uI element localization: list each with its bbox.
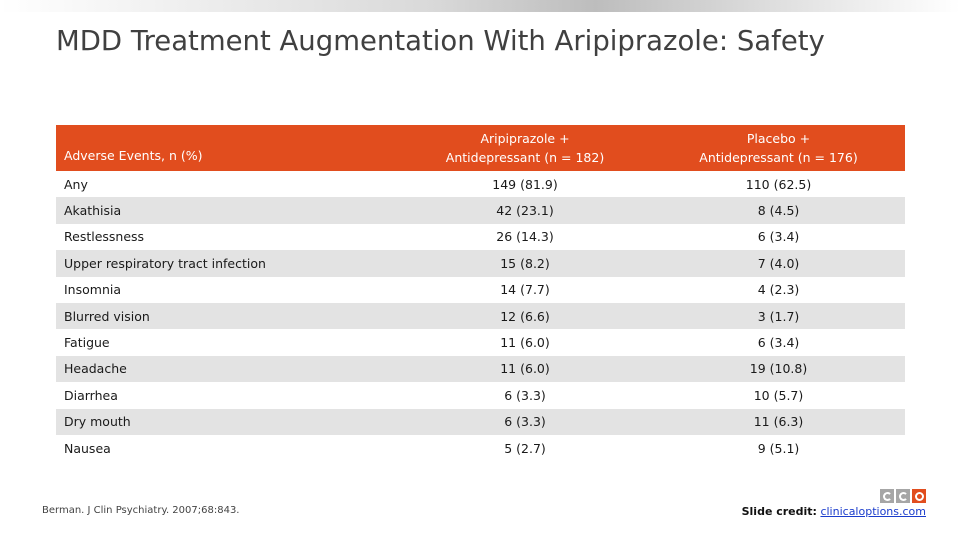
cell-placebo: 9 (5.1) bbox=[652, 434, 905, 462]
logo-c-icon bbox=[880, 489, 894, 503]
slide-credit: Slide credit: clinicaloptions.com bbox=[742, 505, 926, 518]
cell-event: Any bbox=[56, 171, 398, 198]
cell-aripiprazole: 14 (7.7) bbox=[398, 276, 652, 303]
credit-label: Slide credit: bbox=[741, 505, 817, 518]
table-row: Blurred vision 12 (6.6) 3 (1.7) bbox=[56, 302, 905, 330]
logo-o-icon bbox=[912, 489, 926, 503]
cell-placebo: 8 (4.5) bbox=[652, 197, 905, 224]
header-aripiprazole: Aripiprazole + Antidepressant (n = 182) bbox=[398, 125, 652, 171]
cell-aripiprazole: 149 (81.9) bbox=[398, 171, 652, 198]
cell-event: Diarrhea bbox=[56, 382, 398, 409]
table-row: Any 149 (81.9) 110 (62.5) bbox=[56, 171, 905, 198]
cell-placebo: 11 (6.3) bbox=[652, 408, 905, 435]
table-row: Akathisia 42 (23.1) 8 (4.5) bbox=[56, 197, 905, 224]
slide-title: MDD Treatment Augmentation With Aripipra… bbox=[56, 25, 825, 57]
cell-event: Nausea bbox=[56, 434, 398, 462]
logo-c-icon bbox=[896, 489, 910, 503]
header-placebo: Placebo + Antidepressant (n = 176) bbox=[652, 125, 905, 171]
header-placebo-line2: Antidepressant (n = 176) bbox=[699, 150, 858, 165]
cell-event: Restlessness bbox=[56, 223, 398, 251]
cell-placebo: 19 (10.8) bbox=[652, 355, 905, 383]
cco-logo-icon bbox=[880, 489, 926, 503]
cell-aripiprazole: 11 (6.0) bbox=[398, 329, 652, 356]
table-header-row: Adverse Events, n (%) Aripiprazole + Ant… bbox=[56, 125, 905, 171]
cell-aripiprazole: 6 (3.3) bbox=[398, 382, 652, 409]
header-adverse-events-label: Adverse Events, n (%) bbox=[64, 148, 203, 163]
cell-aripiprazole: 42 (23.1) bbox=[398, 197, 652, 224]
top-decorative-bar bbox=[0, 0, 960, 12]
table-row: Nausea 5 (2.7) 9 (5.1) bbox=[56, 434, 905, 462]
table-row: Fatigue 11 (6.0) 6 (3.4) bbox=[56, 329, 905, 356]
cell-aripiprazole: 26 (14.3) bbox=[398, 223, 652, 251]
cell-aripiprazole: 12 (6.6) bbox=[398, 302, 652, 330]
cell-aripiprazole: 6 (3.3) bbox=[398, 408, 652, 435]
table-row: Diarrhea 6 (3.3) 10 (5.7) bbox=[56, 382, 905, 409]
cell-event: Upper respiratory tract infection bbox=[56, 250, 398, 277]
table-row: Restlessness 26 (14.3) 6 (3.4) bbox=[56, 223, 905, 251]
table-row: Dry mouth 6 (3.3) 11 (6.3) bbox=[56, 408, 905, 435]
cell-event: Insomnia bbox=[56, 276, 398, 303]
cell-placebo: 3 (1.7) bbox=[652, 302, 905, 330]
header-placebo-line1: Placebo + bbox=[746, 131, 811, 146]
adverse-events-table: Adverse Events, n (%) Aripiprazole + Ant… bbox=[56, 125, 905, 462]
header-aripiprazole-line2: Antidepressant (n = 182) bbox=[445, 150, 605, 165]
table-row: Insomnia 14 (7.7) 4 (2.3) bbox=[56, 276, 905, 303]
cell-event: Fatigue bbox=[56, 329, 398, 356]
citation: Berman. J Clin Psychiatry. 2007;68:843. bbox=[42, 505, 240, 516]
cell-event: Dry mouth bbox=[56, 408, 398, 435]
cell-placebo: 7 (4.0) bbox=[652, 250, 905, 277]
cell-aripiprazole: 11 (6.0) bbox=[398, 355, 652, 383]
cell-aripiprazole: 5 (2.7) bbox=[398, 434, 652, 462]
cell-aripiprazole: 15 (8.2) bbox=[398, 250, 652, 277]
header-aripiprazole-line1: Aripiprazole + bbox=[480, 131, 570, 146]
cell-event: Akathisia bbox=[56, 197, 398, 224]
table-row: Upper respiratory tract infection 15 (8.2… bbox=[56, 250, 905, 277]
cell-placebo: 10 (5.7) bbox=[652, 382, 905, 409]
cell-placebo: 4 (2.3) bbox=[652, 276, 905, 303]
cell-placebo: 110 (62.5) bbox=[652, 171, 905, 198]
cell-placebo: 6 (3.4) bbox=[652, 329, 905, 356]
table-row: Headache 11 (6.0) 19 (10.8) bbox=[56, 355, 905, 383]
header-adverse-events: Adverse Events, n (%) bbox=[56, 125, 398, 171]
cell-placebo: 6 (3.4) bbox=[652, 223, 905, 251]
cell-event: Blurred vision bbox=[56, 302, 398, 330]
credit-link[interactable]: clinicaloptions.com bbox=[820, 505, 926, 518]
cell-event: Headache bbox=[56, 355, 398, 383]
